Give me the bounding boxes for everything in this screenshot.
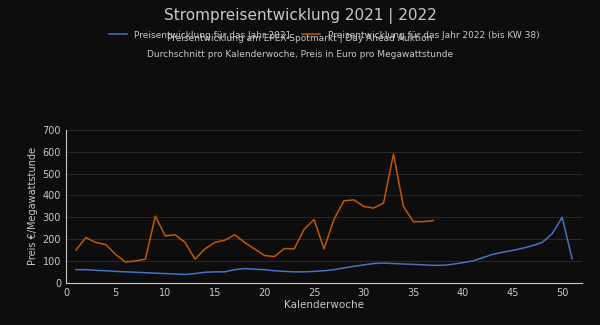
Preisentwicklung für das Jahr 2022 (bis KW 38) [142,257,149,261]
Preisentwicklung für das Jahr 2022 (bis KW 38) [82,236,89,240]
Preisentwicklung für das Jahr 2022 (bis KW 38) [310,217,317,221]
Preisentwicklung für das Jahr 2022 (bis KW 38) [112,253,119,256]
Preisentwicklung für das Jahr 2022 (bis KW 38) [320,247,328,251]
Preisentwicklung für das Jahr 2022 (bis KW 38) [181,240,188,244]
Text: Preisentwicklung am EPEX-Spotmarkt | Day Ahead Auktion: Preisentwicklung am EPEX-Spotmarkt | Day… [167,34,433,43]
Preisentwicklung für das Jahr 2021 [181,272,188,276]
Preisentwicklung für das Jahr 2022 (bis KW 38) [350,198,358,202]
Preisentwicklung für das Jahr 2022 (bis KW 38) [231,233,238,237]
Preisentwicklung für das Jahr 2022 (bis KW 38) [370,206,377,210]
Preisentwicklung für das Jahr 2022 (bis KW 38) [290,247,298,251]
Preisentwicklung für das Jahr 2022 (bis KW 38) [122,260,129,264]
Preisentwicklung für das Jahr 2022 (bis KW 38) [92,240,100,244]
Preisentwicklung für das Jahr 2022 (bis KW 38) [221,238,229,242]
Preisentwicklung für das Jahr 2022 (bis KW 38) [132,259,139,263]
X-axis label: Kalenderwoche: Kalenderwoche [284,300,364,310]
Preisentwicklung für das Jahr 2022 (bis KW 38) [261,254,268,257]
Preisentwicklung für das Jahr 2022 (bis KW 38) [281,247,288,251]
Preisentwicklung für das Jahr 2022 (bis KW 38) [241,240,248,244]
Preisentwicklung für das Jahr 2021 [568,257,575,261]
Text: Strompreisentwicklung 2021 | 2022: Strompreisentwicklung 2021 | 2022 [164,8,436,24]
Preisentwicklung für das Jahr 2021 [559,215,566,219]
Preisentwicklung für das Jahr 2021 [548,232,556,236]
Preisentwicklung für das Jahr 2022 (bis KW 38) [410,220,417,224]
Preisentwicklung für das Jahr 2022 (bis KW 38) [211,240,218,244]
Preisentwicklung für das Jahr 2022 (bis KW 38) [102,242,109,246]
Preisentwicklung für das Jahr 2021 [191,272,199,276]
Preisentwicklung für das Jahr 2022 (bis KW 38) [172,233,179,237]
Preisentwicklung für das Jahr 2022 (bis KW 38) [400,204,407,208]
Line: Preisentwicklung für das Jahr 2022 (bis KW 38): Preisentwicklung für das Jahr 2022 (bis … [76,154,433,262]
Preisentwicklung für das Jahr 2022 (bis KW 38) [419,220,427,224]
Y-axis label: Preis €/Megawattstunde: Preis €/Megawattstunde [28,147,38,266]
Line: Preisentwicklung für das Jahr 2021: Preisentwicklung für das Jahr 2021 [76,217,572,274]
Preisentwicklung für das Jahr 2022 (bis KW 38) [360,204,367,208]
Preisentwicklung für das Jahr 2022 (bis KW 38) [380,201,387,205]
Preisentwicklung für das Jahr 2022 (bis KW 38) [271,254,278,258]
Preisentwicklung für das Jahr 2022 (bis KW 38) [73,248,80,252]
Preisentwicklung für das Jahr 2021 [231,268,238,272]
Text: Durchschnitt pro Kalenderwoche, Preis in Euro pro Megawattstunde: Durchschnitt pro Kalenderwoche, Preis in… [147,50,453,59]
Preisentwicklung für das Jahr 2022 (bis KW 38) [430,219,437,223]
Preisentwicklung für das Jahr 2021 [73,268,80,272]
Preisentwicklung für das Jahr 2021 [439,263,446,267]
Preisentwicklung für das Jahr 2022 (bis KW 38) [331,217,338,221]
Preisentwicklung für das Jahr 2022 (bis KW 38) [161,234,169,238]
Preisentwicklung für das Jahr 2022 (bis KW 38) [202,247,209,251]
Legend: Preisentwicklung für das Jahr 2021, Preisentwicklung für das Jahr 2022 (bis KW 3: Preisentwicklung für das Jahr 2021, Prei… [109,31,539,40]
Preisentwicklung für das Jahr 2021 [241,266,248,270]
Preisentwicklung für das Jahr 2022 (bis KW 38) [152,214,159,218]
Preisentwicklung für das Jahr 2022 (bis KW 38) [191,257,199,261]
Preisentwicklung für das Jahr 2022 (bis KW 38) [301,227,308,231]
Preisentwicklung für das Jahr 2022 (bis KW 38) [251,247,258,251]
Preisentwicklung für das Jahr 2022 (bis KW 38) [390,152,397,156]
Preisentwicklung für das Jahr 2021 [410,263,417,266]
Preisentwicklung für das Jahr 2022 (bis KW 38) [340,199,347,203]
